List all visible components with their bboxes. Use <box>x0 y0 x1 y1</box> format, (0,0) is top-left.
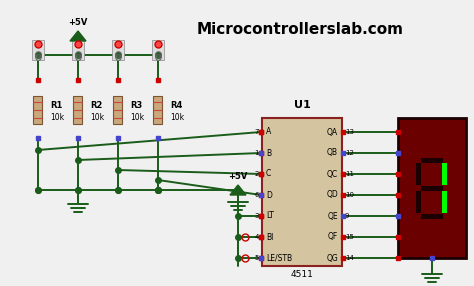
Text: Microcontrollerslab.com: Microcontrollerslab.com <box>197 23 403 37</box>
Text: 6: 6 <box>255 192 259 198</box>
Text: A: A <box>266 128 271 136</box>
Text: 7: 7 <box>255 129 259 135</box>
Bar <box>32 40 44 60</box>
Bar <box>421 214 443 219</box>
Bar <box>113 96 122 124</box>
Text: U1: U1 <box>293 100 310 110</box>
Text: LE/STB: LE/STB <box>266 253 292 263</box>
Text: B: B <box>266 148 271 158</box>
Bar <box>34 96 43 124</box>
Text: +5V: +5V <box>68 18 88 27</box>
Text: QG: QG <box>326 253 338 263</box>
Bar <box>152 40 164 60</box>
Text: 9: 9 <box>345 213 349 219</box>
Text: 14: 14 <box>345 255 354 261</box>
Text: 15: 15 <box>345 234 354 240</box>
Text: 10k: 10k <box>50 112 64 122</box>
Polygon shape <box>230 185 246 195</box>
Bar <box>417 163 421 185</box>
Text: R2: R2 <box>90 100 102 110</box>
Bar <box>154 96 163 124</box>
Text: D: D <box>266 190 272 200</box>
Text: 5: 5 <box>255 255 259 261</box>
Text: BI: BI <box>266 233 273 241</box>
Bar <box>398 118 466 258</box>
Text: QB: QB <box>327 148 338 158</box>
Text: R3: R3 <box>130 100 142 110</box>
Text: 11: 11 <box>345 171 354 177</box>
Text: QF: QF <box>328 233 338 241</box>
Bar <box>112 40 124 60</box>
Text: 1: 1 <box>255 150 259 156</box>
Text: QE: QE <box>328 212 338 221</box>
Text: 12: 12 <box>345 150 354 156</box>
Text: QA: QA <box>327 128 338 136</box>
Text: 3: 3 <box>255 213 259 219</box>
Text: +5V: +5V <box>228 172 248 181</box>
Bar <box>73 96 82 124</box>
Text: R1: R1 <box>50 100 63 110</box>
Text: 10k: 10k <box>170 112 184 122</box>
Bar <box>421 158 443 162</box>
Text: QC: QC <box>327 170 338 178</box>
Bar <box>262 118 342 266</box>
Text: LT: LT <box>266 212 274 221</box>
Text: 10: 10 <box>345 192 354 198</box>
Text: C: C <box>266 170 271 178</box>
Text: QD: QD <box>326 190 338 200</box>
Text: R4: R4 <box>170 100 182 110</box>
Text: 4511: 4511 <box>291 270 313 279</box>
Bar <box>443 163 447 185</box>
Text: 10k: 10k <box>90 112 104 122</box>
Text: 4: 4 <box>255 234 259 240</box>
Text: 13: 13 <box>345 129 354 135</box>
Bar <box>421 186 443 190</box>
Text: 10k: 10k <box>130 112 144 122</box>
Text: 2: 2 <box>255 171 259 177</box>
Bar <box>417 191 421 213</box>
Bar <box>72 40 84 60</box>
Bar <box>443 191 447 213</box>
Polygon shape <box>70 31 86 41</box>
